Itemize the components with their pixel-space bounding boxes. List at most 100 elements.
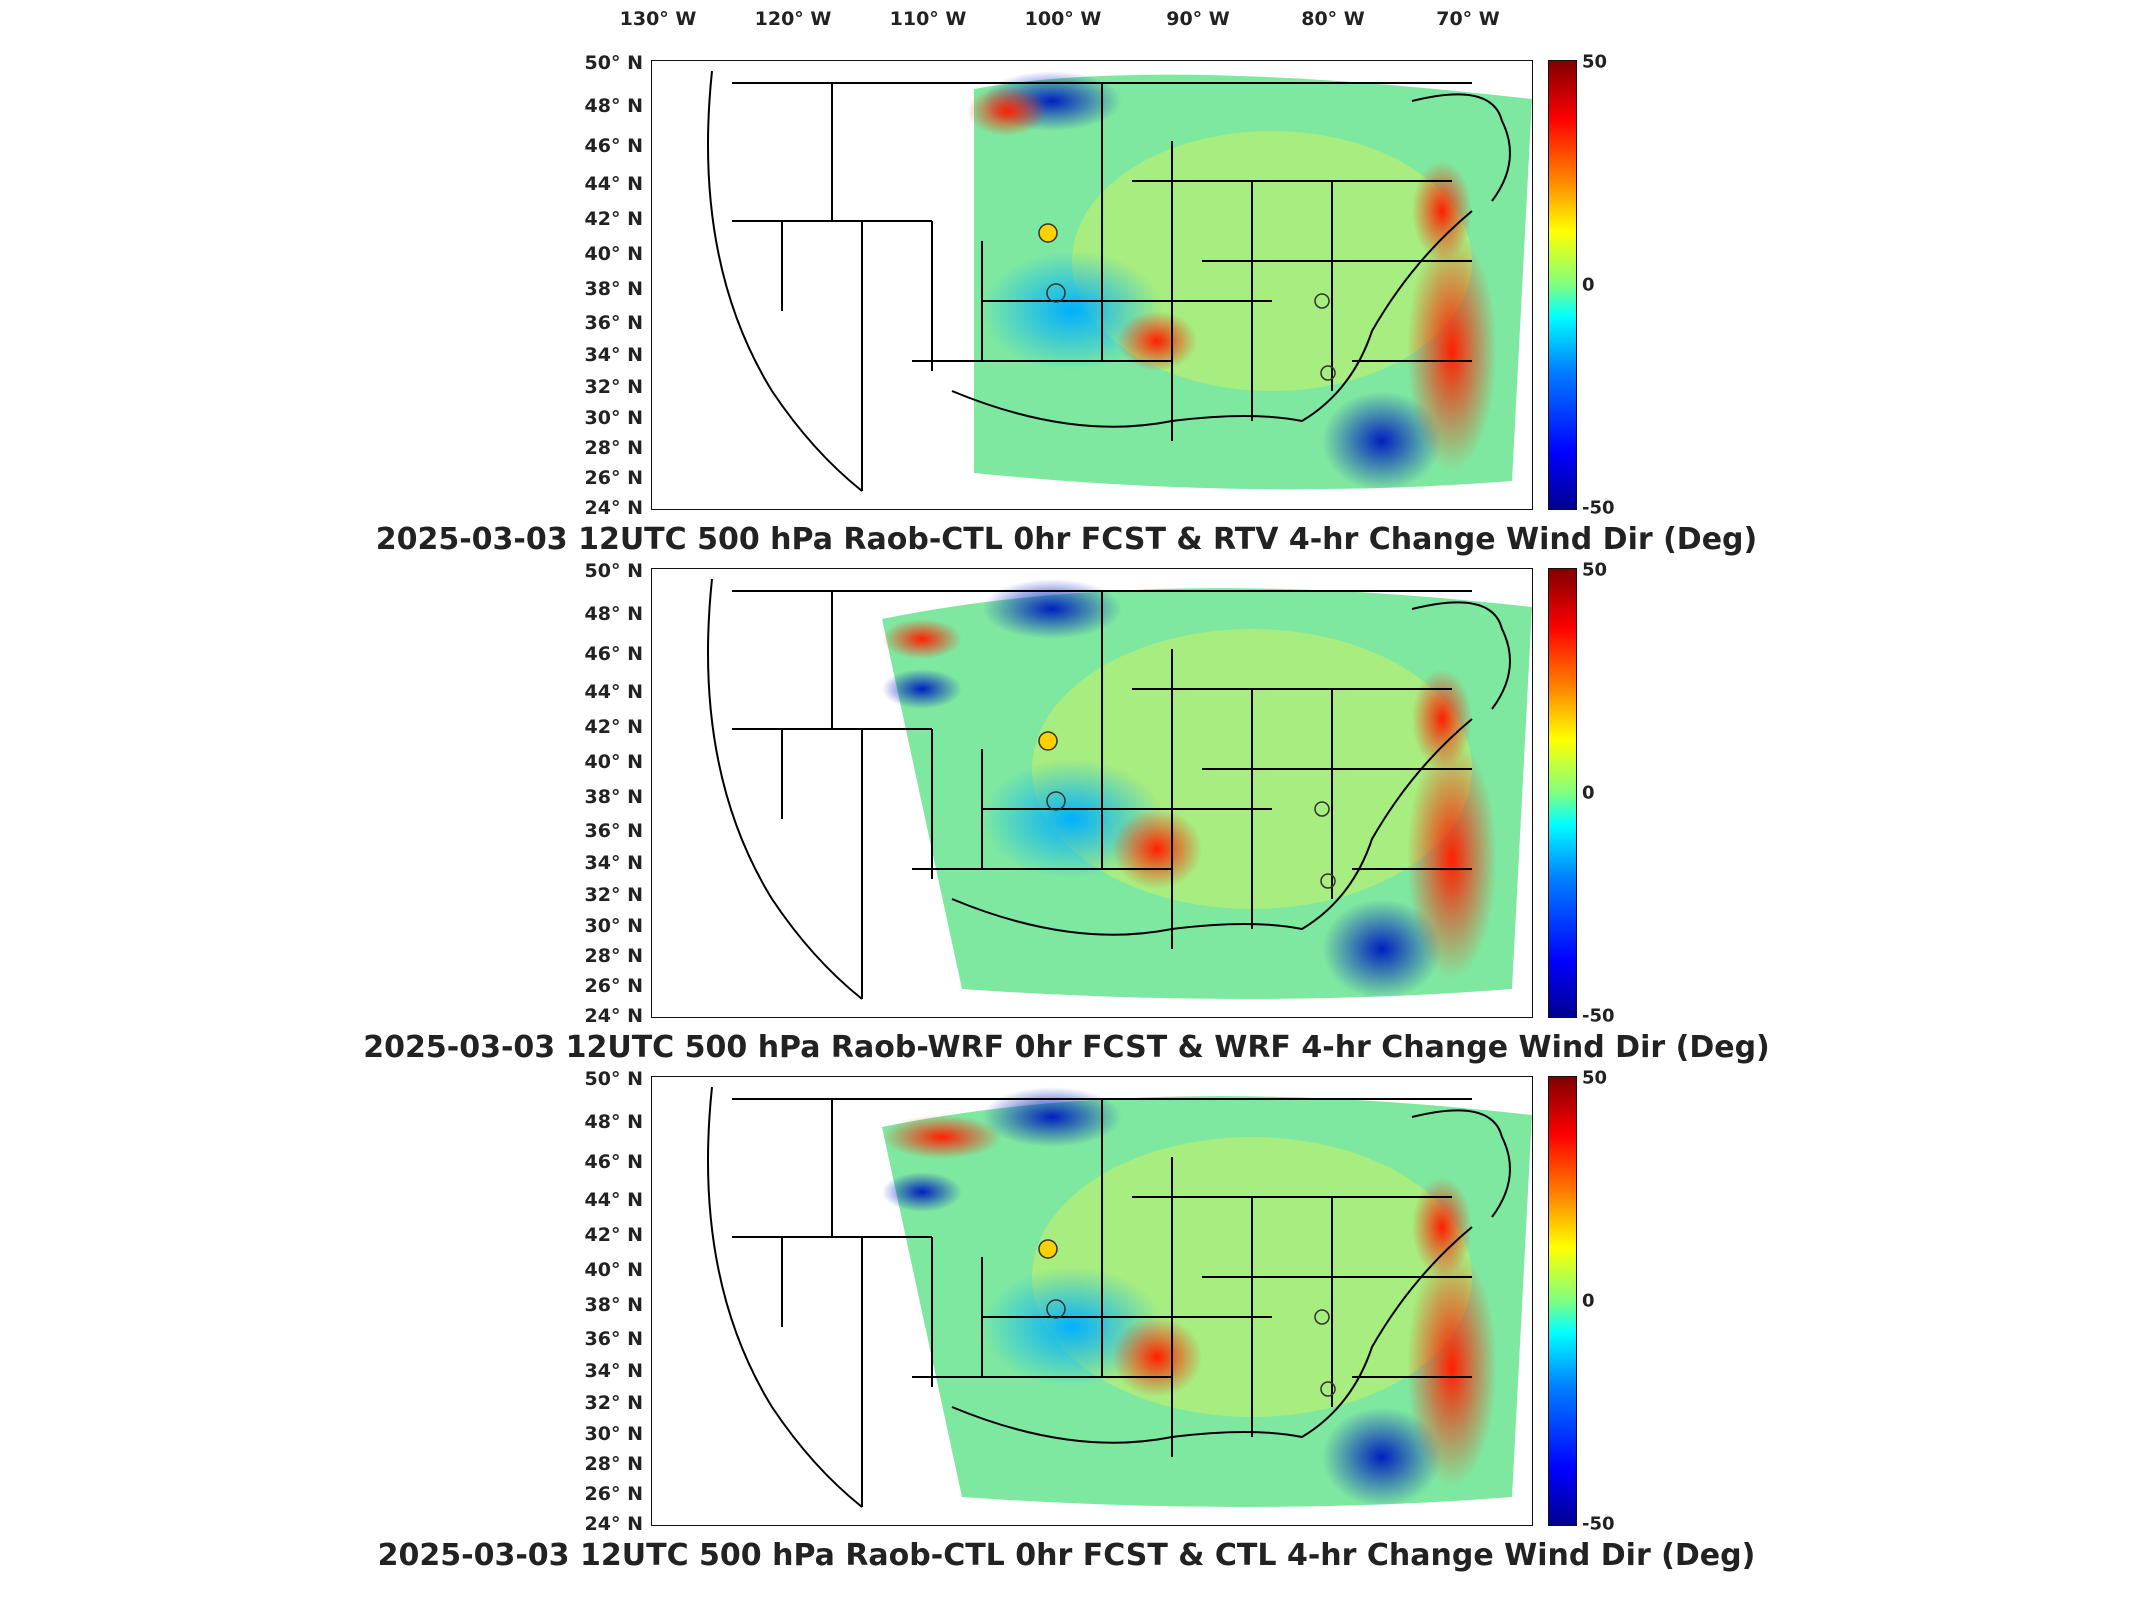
- data-field: [982, 1087, 1122, 1147]
- lat-label: 32° N: [584, 884, 643, 906]
- lat-label: 30° N: [584, 407, 643, 429]
- lat-label: 44° N: [584, 173, 643, 195]
- raob-station-marker: [1046, 1299, 1066, 1319]
- lat-label: 46° N: [584, 643, 643, 665]
- lat-label: 42° N: [584, 716, 643, 738]
- lat-label: 42° N: [584, 1224, 643, 1246]
- lat-label: 28° N: [584, 1453, 643, 1475]
- lon-label: 100° W: [1024, 8, 1102, 30]
- raob-station-marker: [1314, 801, 1330, 817]
- lat-label: 34° N: [584, 852, 643, 874]
- colorbar: [1548, 60, 1577, 510]
- state-boundaries: [707, 1086, 1511, 1508]
- colorbar: [1548, 568, 1577, 1018]
- panel-caption: 2025-03-03 12UTC 500 hPa Raob-WRF 0hr FC…: [363, 1030, 1770, 1065]
- data-field: [1412, 669, 1472, 769]
- colorbar-min-label: -50: [1582, 497, 1615, 519]
- raob-station-marker: [1046, 283, 1066, 303]
- map-plot: [651, 1076, 1533, 1526]
- data-field: [1112, 1317, 1202, 1397]
- lon-label: 120° W: [754, 8, 832, 30]
- raob-station-marker: [1046, 791, 1066, 811]
- panel-caption: 2025-03-03 12UTC 500 hPa Raob-CTL 0hr FC…: [375, 522, 1758, 557]
- lat-label: 30° N: [584, 1423, 643, 1445]
- map-plot: [651, 60, 1533, 510]
- lat-label: 40° N: [584, 751, 643, 773]
- lat-label: 36° N: [584, 312, 643, 334]
- lat-label: 42° N: [584, 208, 643, 230]
- lon-label: 80° W: [1301, 8, 1365, 30]
- colorbar-min-label: -50: [1582, 1513, 1615, 1535]
- data-field: [1322, 391, 1442, 491]
- map-plot: [651, 568, 1533, 1018]
- lon-label: 70° W: [1436, 8, 1500, 30]
- colorbar-max-label: 50: [1582, 1067, 1608, 1089]
- data-field: [967, 86, 1047, 136]
- lat-label: 26° N: [584, 975, 643, 997]
- data-field: [1322, 1407, 1442, 1507]
- data-field: [1117, 311, 1197, 371]
- lat-label: 34° N: [584, 1360, 643, 1382]
- colorbar: [1548, 1076, 1577, 1526]
- lat-label: 40° N: [584, 1259, 643, 1281]
- data-field: [1407, 231, 1497, 471]
- lat-label: 46° N: [584, 1151, 643, 1173]
- lat-label: 26° N: [584, 1483, 643, 1505]
- colorbar-mid-label: 0: [1582, 274, 1595, 296]
- data-field: [882, 1172, 962, 1212]
- lat-label: 32° N: [584, 1392, 643, 1414]
- state-boundaries: [707, 70, 1511, 492]
- lon-label: 130° W: [619, 8, 697, 30]
- data-field: [1322, 899, 1442, 999]
- raob-station-marker: [1320, 873, 1336, 889]
- data-field: [1412, 1177, 1472, 1277]
- lat-label: 34° N: [584, 344, 643, 366]
- data-field: [982, 579, 1122, 639]
- lat-label: 44° N: [584, 681, 643, 703]
- data-field: [1407, 739, 1497, 979]
- lat-label: 28° N: [584, 945, 643, 967]
- lat-label: 48° N: [584, 1111, 643, 1133]
- lat-label: 44° N: [584, 1189, 643, 1211]
- lat-label: 30° N: [584, 915, 643, 937]
- lat-label: 50° N: [584, 1068, 643, 1090]
- lat-label: 36° N: [584, 820, 643, 842]
- lat-label: 26° N: [584, 467, 643, 489]
- lat-label: 38° N: [584, 278, 643, 300]
- raob-station-marker: [1314, 1309, 1330, 1325]
- colorbar-max-label: 50: [1582, 559, 1608, 581]
- raob-station-marker: [1320, 365, 1336, 381]
- colorbar-mid-label: 0: [1582, 782, 1595, 804]
- lat-label: 50° N: [584, 52, 643, 74]
- raob-station-marker: [1038, 223, 1058, 243]
- lat-label: 40° N: [584, 243, 643, 265]
- data-field: [1112, 809, 1202, 889]
- map-svg: [707, 70, 1532, 492]
- raob-station-marker: [1038, 731, 1058, 751]
- state-boundaries: [707, 578, 1511, 1000]
- lat-label: 32° N: [584, 376, 643, 398]
- lat-label: 24° N: [584, 1005, 643, 1027]
- lat-label: 48° N: [584, 603, 643, 625]
- data-field: [882, 1115, 1002, 1159]
- colorbar-mid-label: 0: [1582, 1290, 1595, 1312]
- colorbar-min-label: -50: [1582, 1005, 1615, 1027]
- lat-label: 24° N: [584, 497, 643, 519]
- lat-label: 38° N: [584, 786, 643, 808]
- map-svg: [707, 578, 1532, 1000]
- data-field: [882, 669, 962, 709]
- raob-station-marker: [1314, 293, 1330, 309]
- lat-label: 36° N: [584, 1328, 643, 1350]
- lat-label: 48° N: [584, 95, 643, 117]
- lat-label: 46° N: [584, 135, 643, 157]
- lon-label: 90° W: [1166, 8, 1230, 30]
- raob-station-marker: [1320, 1381, 1336, 1397]
- lat-label: 50° N: [584, 560, 643, 582]
- data-field: [1407, 1247, 1497, 1487]
- data-field: [1412, 161, 1472, 261]
- colorbar-max-label: 50: [1582, 51, 1608, 73]
- raob-station-marker: [1038, 1239, 1058, 1259]
- lat-label: 28° N: [584, 437, 643, 459]
- lat-label: 24° N: [584, 1513, 643, 1535]
- longitude-axis: 130° W 120° W 110° W 100° W 90° W 80° W …: [0, 0, 2133, 40]
